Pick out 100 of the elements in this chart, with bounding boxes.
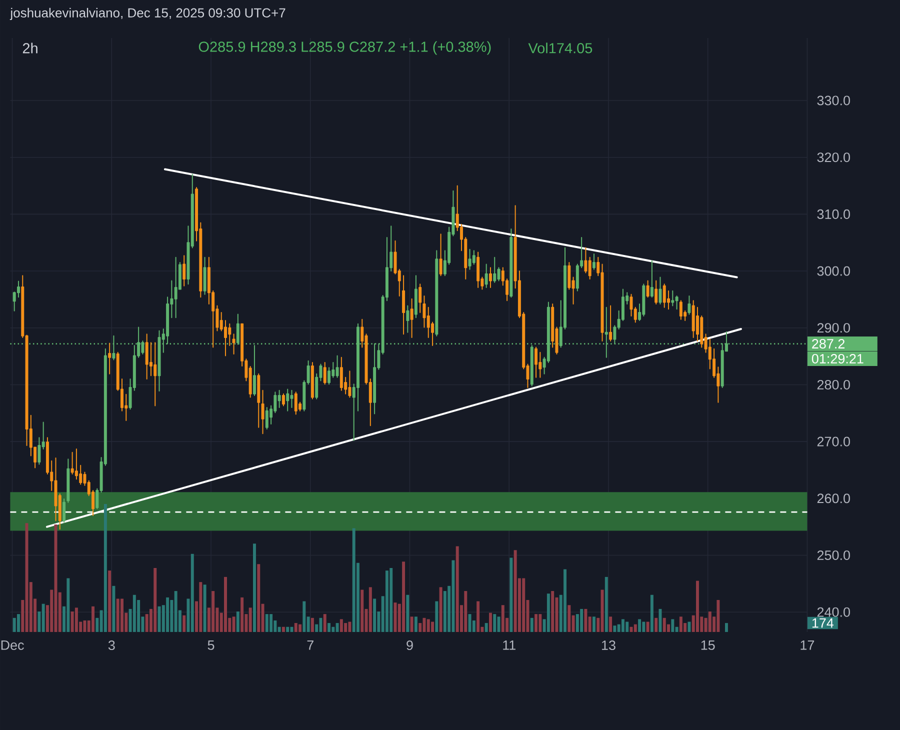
chart-title: 2h: [22, 42, 38, 54]
bar: [422, 618, 426, 632]
bar: [414, 616, 418, 632]
candlestick: [182, 255, 186, 286]
bar: [564, 569, 566, 632]
bar: [154, 568, 157, 632]
x-tick-label: 7: [307, 640, 314, 650]
bar: [708, 612, 712, 632]
bar: [74, 608, 78, 632]
candlestick: [336, 355, 339, 378]
candlestick: [654, 280, 658, 304]
bar: [385, 570, 388, 632]
bar: [17, 614, 20, 632]
bar: [112, 586, 116, 632]
bar: [514, 550, 517, 632]
candlestick: [261, 390, 264, 434]
candlestick: [310, 362, 314, 400]
bar: [650, 594, 654, 632]
bar: [658, 608, 662, 632]
bar: [510, 558, 513, 632]
bar: [716, 600, 720, 632]
bar: [654, 618, 658, 632]
bar: [336, 623, 339, 632]
bar: [724, 623, 728, 632]
x-tick-label: 3: [108, 640, 115, 650]
bar: [410, 616, 414, 632]
chart-subtitle: O285.9 H289.3 L285.9 C287.2 +1.1 (+0.38%): [198, 41, 491, 55]
bar: [522, 578, 526, 632]
candlestick: [282, 393, 285, 406]
bar: [406, 594, 410, 632]
candlestick: [646, 280, 650, 298]
bar: [373, 598, 376, 632]
candlestick: [688, 296, 691, 315]
bar: [282, 626, 285, 632]
bar: [390, 568, 393, 632]
y-tick-label: 330.0: [817, 96, 850, 106]
x-tick-label: 9: [406, 640, 413, 650]
candlestick: [410, 298, 414, 338]
y-tick-label: 320.0: [817, 152, 850, 162]
candlestick: [468, 248, 472, 270]
bar: [332, 626, 335, 632]
bar: [613, 626, 616, 632]
bar: [568, 605, 571, 632]
bar: [166, 597, 170, 632]
candlestick: [112, 335, 116, 360]
y-tick-label: 250.0: [817, 550, 850, 560]
bar: [252, 544, 256, 632]
candlestick: [145, 334, 148, 380]
text: 174: [812, 618, 834, 628]
candlestick: [286, 388, 290, 412]
bar: [240, 597, 244, 632]
bar: [626, 622, 629, 632]
bar: [584, 608, 588, 632]
candlestick: [671, 290, 674, 306]
bar: [452, 560, 455, 632]
bar: [132, 594, 136, 632]
bar: [493, 614, 496, 632]
candlestick: [476, 252, 480, 288]
bar: [501, 605, 504, 632]
x-tick-label: Dec: [1, 640, 24, 650]
bar: [580, 608, 584, 632]
bar: [298, 624, 302, 632]
candlestick: [294, 392, 298, 415]
bar: [323, 614, 326, 632]
bar: [212, 591, 215, 632]
candlestick: [414, 275, 418, 318]
candlestick: [534, 346, 538, 378]
bar: [604, 576, 608, 632]
bar: [621, 619, 624, 632]
ref-line-label: 287.2: [812, 339, 845, 349]
bar: [679, 616, 682, 632]
bar: [104, 504, 107, 632]
candlestick: [348, 370, 352, 398]
candlestick: [323, 362, 326, 385]
bar: [42, 604, 45, 632]
bar: [294, 623, 298, 632]
y-tick-label: 290.0: [817, 323, 850, 333]
x-tick-label: 11: [503, 640, 516, 650]
candlestick: [154, 342, 157, 406]
candlestick: [290, 390, 294, 408]
bar: [484, 623, 488, 632]
bar: [435, 601, 438, 632]
bar: [174, 591, 178, 632]
bar: [257, 564, 260, 632]
candlestick: [510, 228, 513, 298]
bar: [319, 618, 322, 632]
candlestick: [203, 256, 206, 295]
candlestick: [658, 276, 662, 304]
bar: [199, 582, 202, 632]
bar: [116, 598, 120, 632]
bar: [468, 614, 472, 632]
bar: [182, 615, 186, 632]
candlestick: [402, 275, 406, 335]
bar: [638, 619, 642, 632]
bar: [476, 601, 480, 632]
candlestick: [174, 256, 178, 318]
y-tick-label: 260.0: [817, 494, 850, 504]
bar: [120, 598, 124, 632]
x-tick-label: 5: [208, 640, 214, 650]
bar: [439, 587, 442, 632]
